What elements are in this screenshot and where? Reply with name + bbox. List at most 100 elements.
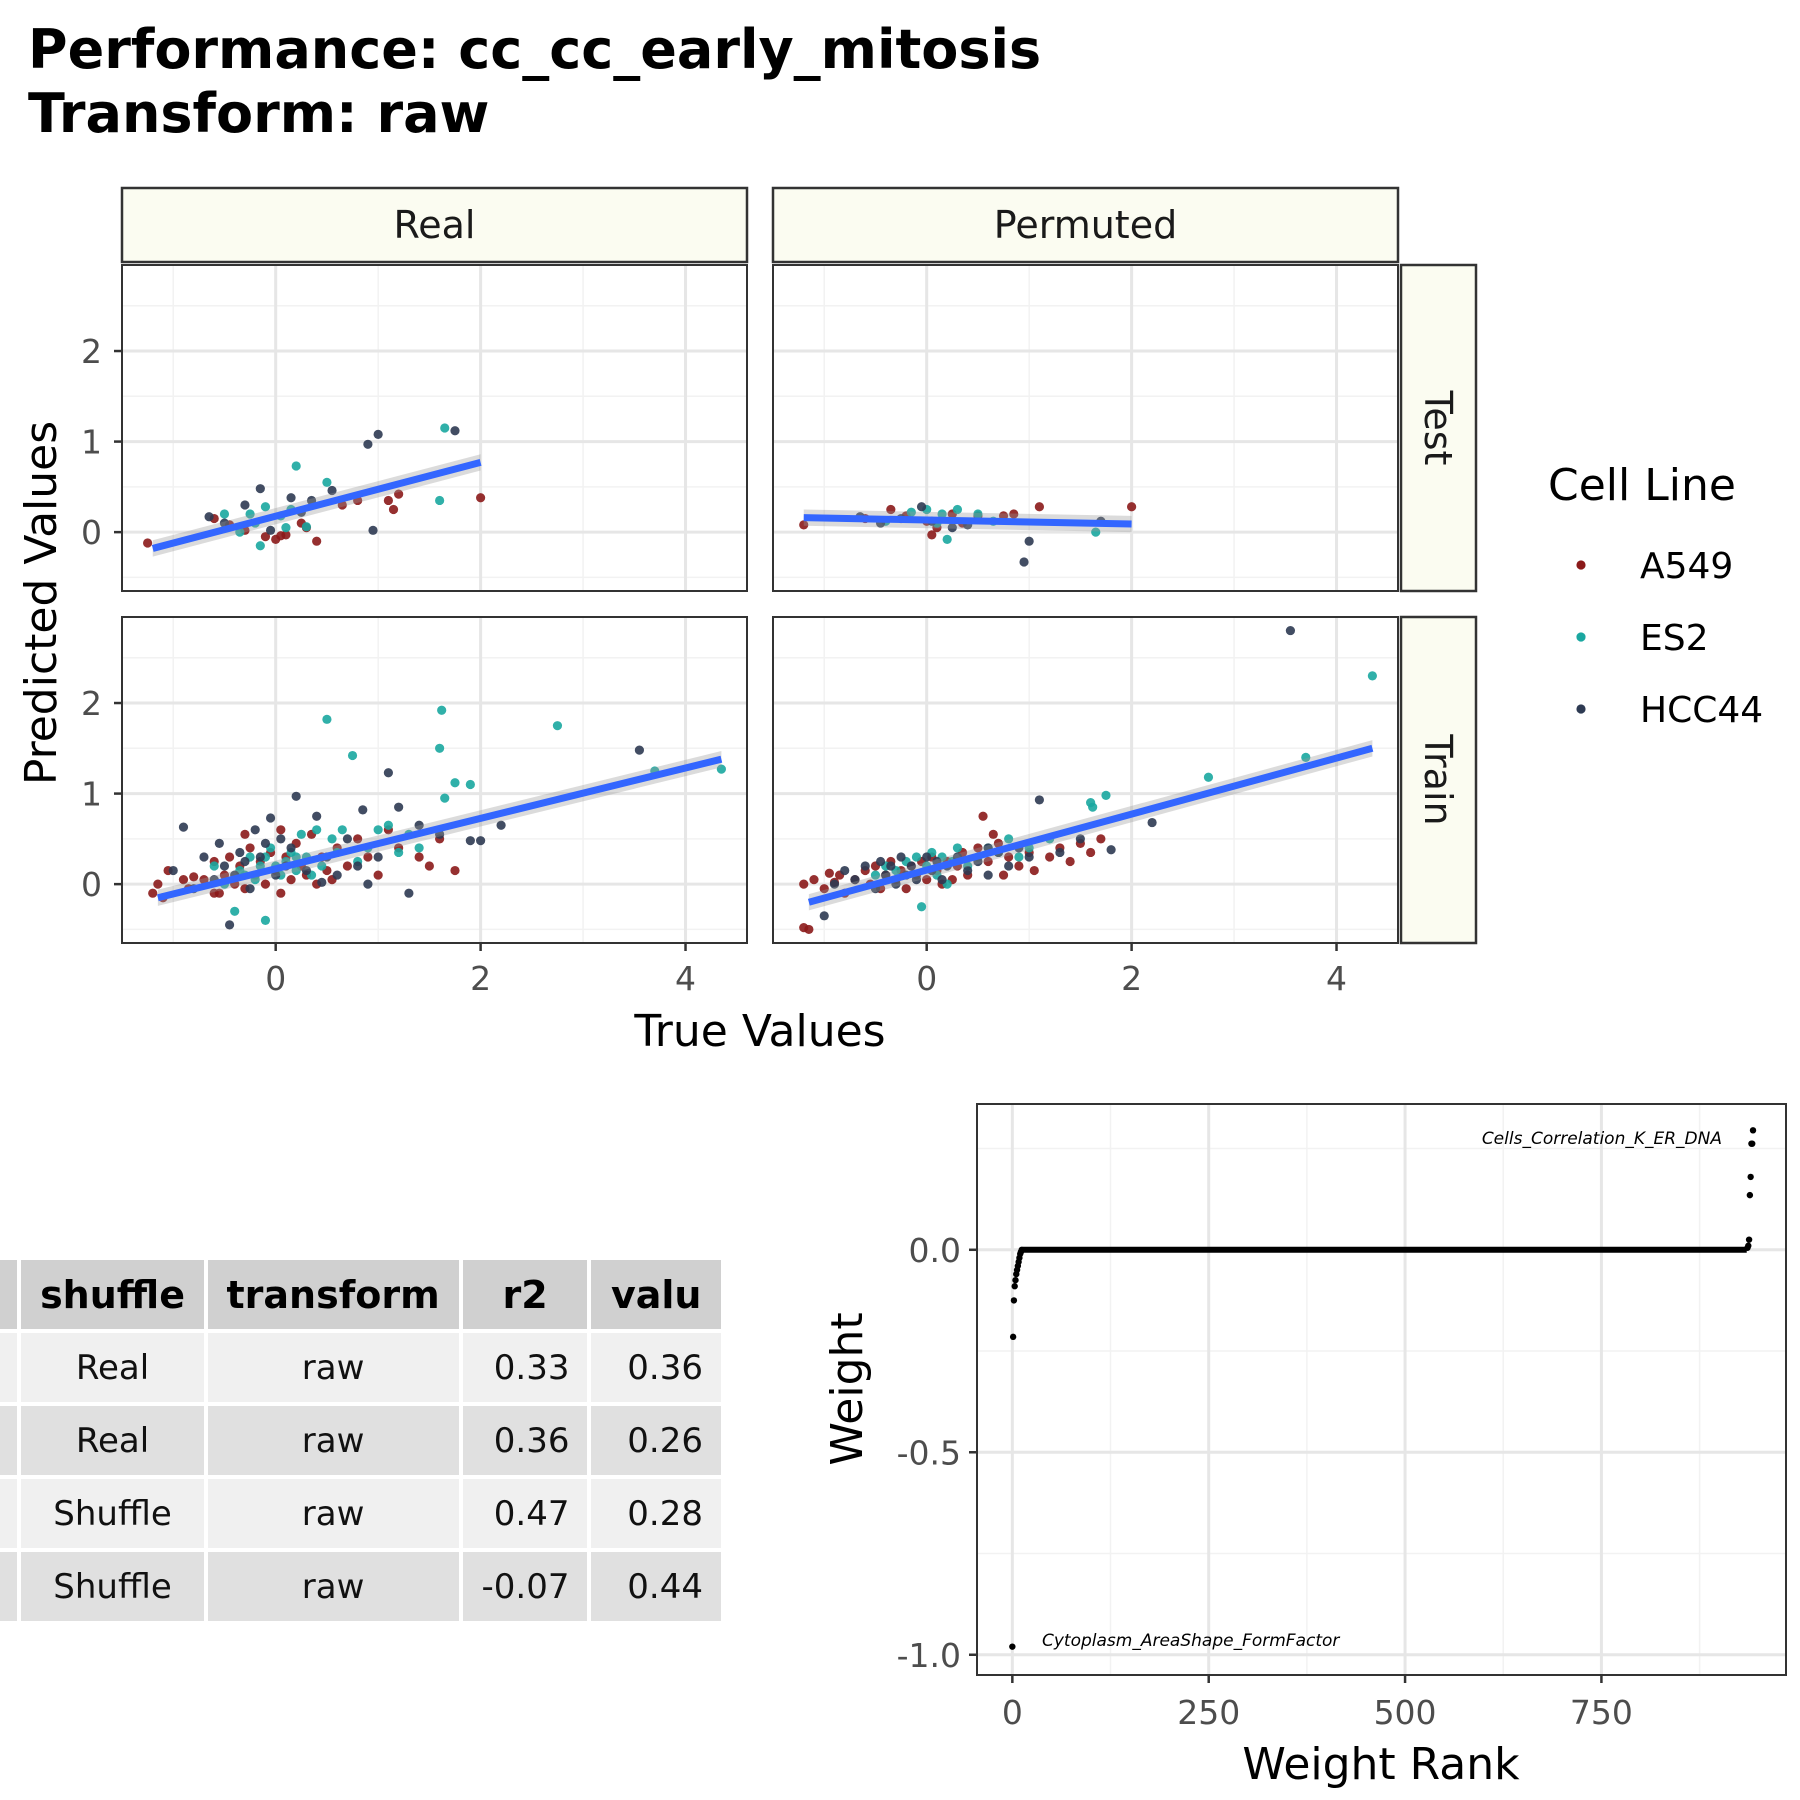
data-point xyxy=(1011,1283,1018,1290)
data-point xyxy=(394,847,404,858)
data-point xyxy=(1014,861,1024,871)
data-point xyxy=(476,836,486,846)
cell-r2: 0.33 xyxy=(462,1333,588,1402)
data-point xyxy=(1147,817,1157,828)
facet-strip-label: Permuted xyxy=(994,203,1177,247)
cell-fit: est xyxy=(0,1406,18,1475)
data-point xyxy=(465,779,475,790)
data-point xyxy=(1745,1236,1753,1243)
x-tick-label: 2 xyxy=(1121,959,1142,998)
legend-key-a549 xyxy=(1576,560,1586,570)
data-point xyxy=(450,426,460,436)
performance-table: fit shuffle transform r2 valu ain Real r… xyxy=(0,1256,725,1625)
data-point xyxy=(322,477,332,487)
data-point xyxy=(373,825,383,835)
data-point xyxy=(394,802,404,812)
data-point xyxy=(281,523,291,533)
data-point xyxy=(301,522,312,532)
data-point xyxy=(911,875,922,885)
data-point xyxy=(199,875,209,885)
data-point xyxy=(993,838,1004,848)
panel-border xyxy=(976,1103,1787,1676)
data-point xyxy=(317,861,327,871)
data-point xyxy=(347,750,358,761)
data-point xyxy=(240,500,250,510)
facet-strip-permuted xyxy=(771,186,1400,264)
data-point xyxy=(414,852,424,862)
panel-border xyxy=(772,264,1399,592)
data-point xyxy=(255,541,265,551)
data-point xyxy=(983,870,993,880)
data-point xyxy=(850,875,860,885)
data-point xyxy=(219,861,230,871)
data-point xyxy=(219,509,230,519)
data-point xyxy=(435,495,445,506)
data-point xyxy=(465,836,475,846)
scatter-facet-grid: Real Permuted Test Train 2 1 0 2 1 0 0 2 4 0 2 4 True Va… xyxy=(16,186,1763,1057)
data-point xyxy=(1012,1276,1019,1284)
legend-label: HCC44 xyxy=(1640,690,1763,731)
data-point xyxy=(291,791,301,801)
column-header-shuffle: shuffle xyxy=(21,1260,204,1329)
data-point xyxy=(235,847,245,858)
data-point xyxy=(260,915,271,925)
annotation-bottom-feature: Cytoplasm_AreaShape_FormFactor xyxy=(1042,1631,1340,1651)
data-point xyxy=(296,829,306,839)
y-tick-label: 1 xyxy=(81,423,102,462)
cell-value: 0.26 xyxy=(591,1406,721,1475)
data-point xyxy=(496,820,506,830)
x-tick-label: 750 xyxy=(1570,1693,1633,1732)
facet-strip-label: Real xyxy=(394,203,476,247)
data-point xyxy=(327,834,337,844)
data-point xyxy=(265,525,276,535)
data-point xyxy=(716,764,726,774)
data-point xyxy=(342,861,353,871)
data-point xyxy=(1034,502,1044,512)
data-point xyxy=(312,825,322,835)
cell-shuffle: Shuffle xyxy=(21,1479,204,1548)
data-point xyxy=(260,532,271,542)
data-point xyxy=(840,865,850,876)
figure-title: Performance: cc_cc_early_mitosis Transfo… xyxy=(28,18,1041,146)
data-point xyxy=(963,865,973,876)
data-point xyxy=(388,504,399,515)
data-point xyxy=(342,834,353,844)
data-point xyxy=(1004,861,1014,871)
data-point xyxy=(1101,790,1111,800)
data-point xyxy=(178,822,189,832)
facet-strip-label: Test xyxy=(1416,390,1460,466)
data-point xyxy=(1019,557,1029,567)
fit-line xyxy=(803,514,1132,528)
cell-transform: raw xyxy=(207,1479,459,1548)
fit-line xyxy=(157,755,723,902)
column-header-transform: transform xyxy=(207,1260,459,1329)
data-point xyxy=(286,875,296,885)
data-point xyxy=(373,852,383,862)
data-point xyxy=(414,843,424,853)
data-point xyxy=(255,852,265,862)
title-line-1: Performance: cc_cc_early_mitosis xyxy=(28,18,1042,81)
data-point xyxy=(1009,509,1019,519)
data-point xyxy=(1749,1127,1757,1134)
x-tick-label: 0 xyxy=(916,959,937,998)
data-point xyxy=(363,439,373,449)
data-point xyxy=(947,523,957,533)
data-point xyxy=(353,861,363,871)
data-point xyxy=(1018,1246,1025,1253)
table-row: ain Real raw 0.33 0.36 xyxy=(0,1333,721,1402)
data-point xyxy=(286,493,296,503)
cell-value: 0.44 xyxy=(591,1552,721,1621)
data-point xyxy=(1029,865,1039,876)
column-header-r2: r2 xyxy=(462,1260,588,1329)
data-point xyxy=(1091,527,1101,537)
data-point xyxy=(1106,845,1116,855)
data-point xyxy=(916,902,927,912)
data-point xyxy=(250,825,260,835)
facet-strip-label: Train xyxy=(1416,733,1460,825)
panel-border xyxy=(121,616,748,944)
performance-table-container: fit shuffle transform r2 valu ain Real r… xyxy=(0,1256,805,1634)
data-point xyxy=(373,870,383,880)
x-tick-label: 4 xyxy=(675,959,696,998)
data-point xyxy=(240,856,250,867)
data-point xyxy=(450,778,460,788)
